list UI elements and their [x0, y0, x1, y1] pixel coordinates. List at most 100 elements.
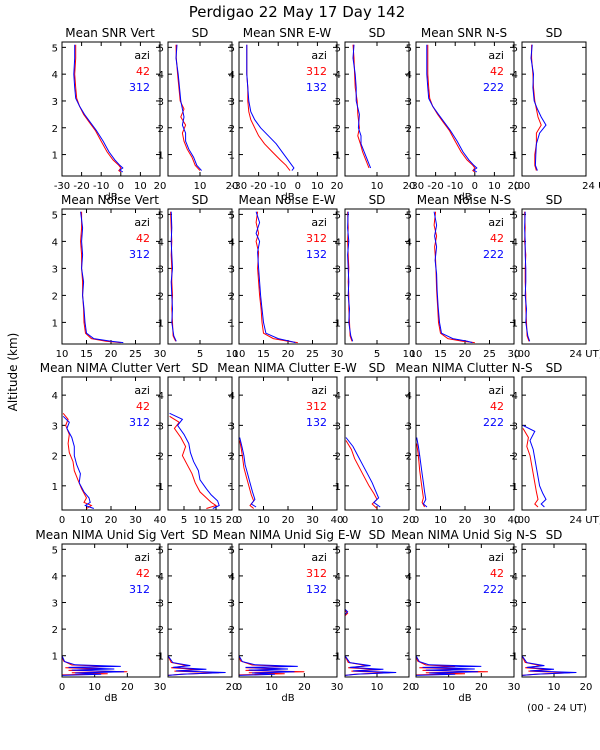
legend-header: azi: [488, 551, 504, 564]
legend-entry: 42: [490, 232, 504, 245]
x-tick-label: 30: [306, 515, 319, 526]
y-tick-label: 5: [335, 545, 341, 556]
panel-r3c5: SD 1 2 3 4 5 10 20: [512, 528, 593, 693]
x-tick-label: 10: [488, 181, 501, 192]
series-line-222: [415, 544, 482, 676]
y-tick-label: 1: [512, 151, 518, 162]
x-tick-label: 20: [282, 515, 295, 526]
y-tick-label: 3: [406, 599, 412, 610]
x-tick-label: -20: [73, 181, 89, 192]
plot-frame: [167, 208, 233, 345]
panel-title: SD: [369, 361, 386, 375]
series-line-132: [255, 211, 296, 344]
panel-title: SD: [192, 26, 209, 40]
series-line-312: [61, 544, 125, 676]
legend-header: azi: [488, 49, 504, 62]
series-line-42: [169, 415, 218, 509]
plot-frame: [344, 543, 410, 678]
x-axis-label: dB: [104, 693, 117, 704]
legend-entry: 312: [306, 567, 327, 580]
y-tick-label: 5: [52, 43, 58, 54]
y-tick-label: 4: [229, 572, 235, 583]
x-tick-label: 10: [56, 349, 69, 360]
x-tick-label: 40: [508, 515, 521, 526]
y-tick-label: 2: [335, 124, 341, 135]
x-axis-label: dB: [281, 192, 294, 203]
y-tick-label: 3: [512, 421, 518, 432]
x-tick-label: 20: [226, 181, 239, 192]
x-tick-label: 30: [508, 682, 521, 693]
x-tick-label: 30: [154, 682, 167, 693]
y-tick-label: 4: [406, 70, 412, 81]
series-line-42: [433, 211, 475, 344]
y-tick-label: 5: [52, 545, 58, 556]
series-line-132: [246, 44, 295, 171]
panel-r1c5: SD 1 2 3 4 5 (00 24 UT): [512, 193, 600, 360]
panel-title: Mean NIMA Unid Sig Vert: [35, 528, 185, 542]
y-tick-label: 5: [158, 545, 164, 556]
panel-r3c2: Mean NIMA Unid Sig E-W 1 2 3 4 5 0 10 20 30 dB azi 3…: [213, 528, 361, 704]
plot-frame: [238, 41, 338, 177]
y-tick-label: 5: [512, 545, 518, 556]
legend-header: azi: [134, 551, 150, 564]
ut-note: (00 - 24 UT): [527, 703, 587, 714]
x-tick-label: 10: [442, 682, 455, 693]
y-tick-label: 5: [158, 43, 164, 54]
x-tick-label: 10: [265, 682, 278, 693]
legend-entry: 132: [306, 416, 327, 429]
y-tick-label: 2: [406, 124, 412, 135]
y-tick-label: 3: [406, 264, 412, 275]
y-tick-label: 2: [406, 452, 412, 463]
x-tick-label: (00: [514, 181, 531, 192]
series-line-42: [427, 44, 476, 173]
panel-title: Mean NIMA Unid Sig E-W: [213, 528, 361, 542]
x-tick-label: 30: [129, 515, 142, 526]
panel-title: Mean NIMA Clutter Vert: [40, 361, 181, 375]
y-tick-label: 1: [406, 482, 412, 493]
series-line-222: [522, 424, 547, 508]
panel-r0c5: SD 1 2 3 4 5 (00 24 UT): [512, 26, 600, 192]
x-tick-label: 20: [226, 515, 239, 526]
panel-title: SD: [546, 361, 563, 375]
y-tick-label: 2: [158, 291, 164, 302]
series-line-312: [238, 544, 305, 676]
plot-frame: [238, 376, 338, 511]
y-tick-label: 4: [512, 391, 518, 402]
panel-title: SD: [546, 26, 563, 40]
y-tick-label: 4: [229, 391, 235, 402]
legend-entry: 312: [306, 65, 327, 78]
panel-r1c3: SD 1 2 3 4 5 5 10: [335, 193, 416, 360]
legend-entry: 132: [306, 583, 327, 596]
y-tick-label: 2: [512, 625, 518, 636]
y-tick-label: 3: [512, 264, 518, 275]
y-tick-label: 4: [52, 70, 58, 81]
series-line-42: [521, 544, 571, 676]
x-tick-label: 15: [434, 349, 447, 360]
series-line-312: [62, 415, 94, 509]
y-tick-label: 5: [512, 43, 518, 54]
x-tick-label: 10: [371, 682, 384, 693]
y-tick-label: 4: [229, 237, 235, 248]
y-tick-label: 2: [229, 124, 235, 135]
panel-title: SD: [546, 193, 563, 207]
plot-frame: [61, 543, 161, 678]
y-tick-label: 3: [335, 599, 341, 610]
panel-title: Mean Noise N-S: [417, 193, 512, 207]
x-tick-label: 0: [59, 682, 65, 693]
y-tick-label: 2: [335, 291, 341, 302]
y-tick-label: 1: [335, 652, 341, 663]
y-tick-label: 2: [52, 291, 58, 302]
y-tick-label: 3: [229, 264, 235, 275]
panel-title: SD: [369, 528, 386, 542]
y-tick-label: 3: [335, 264, 341, 275]
y-tick-label: 5: [406, 545, 412, 556]
panel-title: SD: [192, 361, 209, 375]
x-tick-label: 20: [282, 349, 295, 360]
x-tick-label: -30: [231, 181, 247, 192]
y-tick-label: 2: [52, 124, 58, 135]
x-tick-label: 0: [118, 181, 124, 192]
y-tick-label: 2: [512, 124, 518, 135]
